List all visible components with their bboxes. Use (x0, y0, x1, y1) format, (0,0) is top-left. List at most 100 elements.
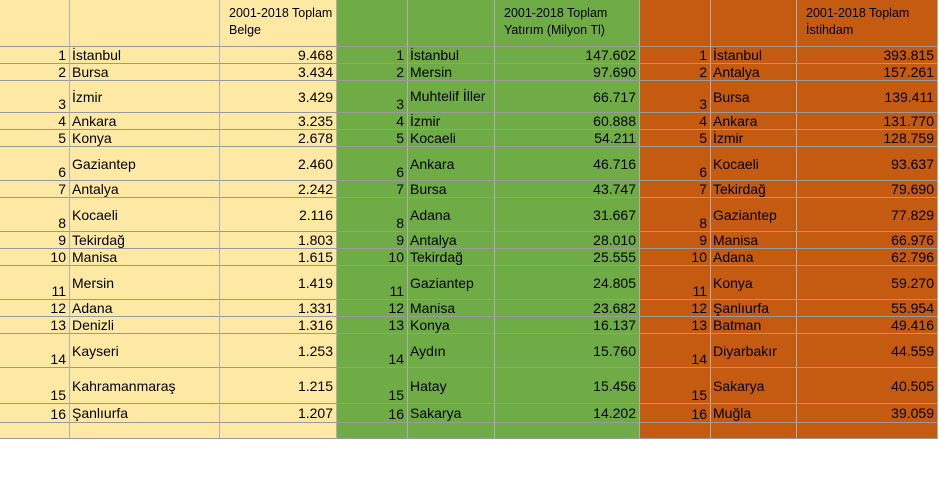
cell-yatirim-amount[interactable]: 66.717 (495, 81, 640, 113)
header-rank-blank[interactable] (0, 0, 70, 47)
cell-belge-count[interactable]: 1.331 (220, 300, 337, 317)
cell-rank[interactable]: 5 (337, 130, 408, 147)
cell-rank[interactable]: 1 (640, 47, 711, 64)
cell-yatirim-amount[interactable]: 31.667 (495, 198, 640, 232)
cell-rank[interactable]: 2 (337, 64, 408, 81)
cell-istihdam-count[interactable]: 44.559 (797, 334, 938, 368)
cell-yatirim-amount[interactable]: 60.888 (495, 113, 640, 130)
cell-rank[interactable]: 6 (0, 147, 70, 181)
cell-istihdam-count[interactable]: 62.796 (797, 249, 938, 266)
cell-city-belge[interactable]: İstanbul (70, 47, 220, 64)
cell-empty[interactable] (220, 423, 337, 439)
cell-rank[interactable]: 15 (640, 368, 711, 404)
cell-belge-count[interactable]: 1.803 (220, 232, 337, 249)
cell-yatirim-amount[interactable]: 15.760 (495, 334, 640, 368)
cell-yatirim-amount[interactable]: 43.747 (495, 181, 640, 198)
cell-rank[interactable]: 16 (0, 404, 70, 423)
cell-city-istihdam[interactable]: Konya (711, 266, 797, 300)
cell-rank[interactable]: 11 (337, 266, 408, 300)
cell-city-yatirim[interactable]: Mersin (408, 64, 495, 81)
cell-rank[interactable]: 15 (0, 368, 70, 404)
cell-rank[interactable]: 10 (0, 249, 70, 266)
cell-belge-count[interactable]: 1.615 (220, 249, 337, 266)
cell-city-belge[interactable]: Manisa (70, 249, 220, 266)
cell-rank[interactable]: 13 (337, 317, 408, 334)
cell-city-belge[interactable]: Bursa (70, 64, 220, 81)
cell-rank[interactable]: 1 (337, 47, 408, 64)
cell-city-yatirim[interactable]: İzmir (408, 113, 495, 130)
cell-city-istihdam[interactable]: Diyarbakır (711, 334, 797, 368)
cell-city-istihdam[interactable]: Şanlıurfa (711, 300, 797, 317)
cell-belge-count[interactable]: 3.434 (220, 64, 337, 81)
cell-empty[interactable] (0, 423, 70, 439)
cell-rank[interactable]: 9 (640, 232, 711, 249)
cell-yatirim-amount[interactable]: 147.602 (495, 47, 640, 64)
cell-city-belge[interactable]: Gaziantep (70, 147, 220, 181)
cell-city-yatirim[interactable]: Manisa (408, 300, 495, 317)
cell-rank[interactable]: 5 (640, 130, 711, 147)
cell-city-istihdam[interactable]: Muğla (711, 404, 797, 423)
cell-city-istihdam[interactable]: Gaziantep (711, 198, 797, 232)
cell-rank[interactable]: 12 (337, 300, 408, 317)
cell-rank[interactable]: 6 (337, 147, 408, 181)
cell-rank[interactable]: 8 (0, 198, 70, 232)
cell-belge-count[interactable]: 1.253 (220, 334, 337, 368)
cell-rank[interactable]: 16 (640, 404, 711, 423)
cell-city-belge[interactable]: Mersin (70, 266, 220, 300)
cell-city-istihdam[interactable]: Adana (711, 249, 797, 266)
cell-rank[interactable]: 8 (640, 198, 711, 232)
cell-rank[interactable]: 8 (337, 198, 408, 232)
cell-rank[interactable]: 2 (0, 64, 70, 81)
cell-empty[interactable] (495, 423, 640, 439)
header-toplam-istihdam[interactable]: 2001-2018 Toplam İstihdam (797, 0, 938, 47)
cell-rank[interactable]: 11 (0, 266, 70, 300)
cell-empty[interactable] (640, 423, 711, 439)
cell-rank[interactable]: 14 (337, 334, 408, 368)
cell-istihdam-count[interactable]: 79.690 (797, 181, 938, 198)
header-toplam-yatirim[interactable]: 2001-2018 Toplam Yatırım (Milyon Tl) (495, 0, 640, 47)
cell-city-yatirim[interactable]: Adana (408, 198, 495, 232)
cell-yatirim-amount[interactable]: 97.690 (495, 64, 640, 81)
cell-city-yatirim[interactable]: Sakarya (408, 404, 495, 423)
cell-city-yatirim[interactable]: Konya (408, 317, 495, 334)
cell-istihdam-count[interactable]: 93.637 (797, 147, 938, 181)
cell-city-belge[interactable]: İzmir (70, 81, 220, 113)
cell-belge-count[interactable]: 2.460 (220, 147, 337, 181)
cell-city-istihdam[interactable]: Manisa (711, 232, 797, 249)
cell-rank[interactable]: 12 (640, 300, 711, 317)
cell-belge-count[interactable]: 9.468 (220, 47, 337, 64)
cell-rank[interactable]: 13 (640, 317, 711, 334)
header-city-a-blank[interactable] (70, 0, 220, 47)
cell-yatirim-amount[interactable]: 25.555 (495, 249, 640, 266)
cell-rank[interactable]: 11 (640, 266, 711, 300)
cell-yatirim-amount[interactable]: 46.716 (495, 147, 640, 181)
cell-rank[interactable]: 16 (337, 404, 408, 423)
cell-rank[interactable]: 2 (640, 64, 711, 81)
cell-yatirim-amount[interactable]: 16.137 (495, 317, 640, 334)
cell-rank[interactable]: 6 (640, 147, 711, 181)
cell-city-yatirim[interactable]: Ankara (408, 147, 495, 181)
cell-belge-count[interactable]: 3.235 (220, 113, 337, 130)
cell-city-yatirim[interactable]: Hatay (408, 368, 495, 404)
cell-rank[interactable]: 14 (640, 334, 711, 368)
cell-city-istihdam[interactable]: Tekirdağ (711, 181, 797, 198)
cell-rank[interactable]: 4 (337, 113, 408, 130)
header-toplam-belge[interactable]: 2001-2018 Toplam Belge (220, 0, 337, 47)
cell-rank[interactable]: 14 (0, 334, 70, 368)
cell-istihdam-count[interactable]: 49.416 (797, 317, 938, 334)
cell-rank[interactable]: 13 (0, 317, 70, 334)
cell-city-belge[interactable]: Kocaeli (70, 198, 220, 232)
cell-belge-count[interactable]: 1.419 (220, 266, 337, 300)
cell-rank[interactable]: 5 (0, 130, 70, 147)
cell-yatirim-amount[interactable]: 28.010 (495, 232, 640, 249)
cell-belge-count[interactable]: 2.678 (220, 130, 337, 147)
cell-rank[interactable]: 7 (0, 181, 70, 198)
cell-istihdam-count[interactable]: 66.976 (797, 232, 938, 249)
cell-yatirim-amount[interactable]: 15.456 (495, 368, 640, 404)
cell-city-belge[interactable]: Kahramanmaraş (70, 368, 220, 404)
cell-rank[interactable]: 12 (0, 300, 70, 317)
cell-yatirim-amount[interactable]: 54.211 (495, 130, 640, 147)
cell-city-belge[interactable]: Şanlıurfa (70, 404, 220, 423)
cell-belge-count[interactable]: 3.429 (220, 81, 337, 113)
cell-istihdam-count[interactable]: 39.059 (797, 404, 938, 423)
